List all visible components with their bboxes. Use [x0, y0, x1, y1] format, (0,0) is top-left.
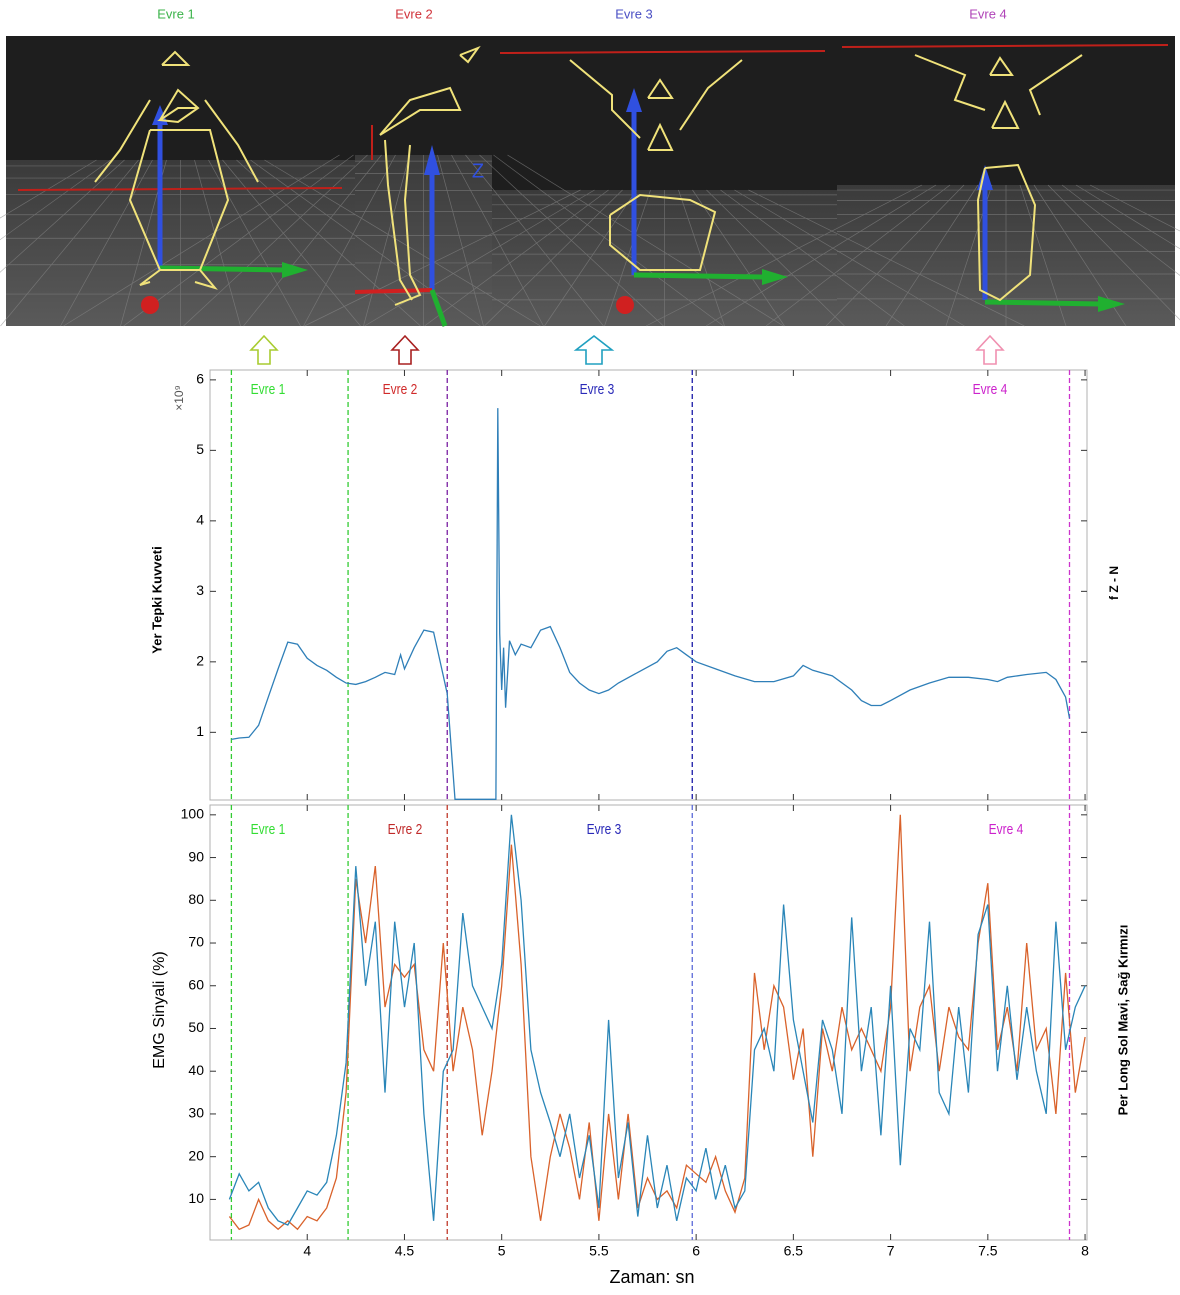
- y-tick-label: 60: [188, 976, 204, 992]
- x-tick-label: 6: [692, 1243, 700, 1259]
- y-tick-label: 4: [196, 512, 204, 528]
- y-tick-label: 6: [196, 371, 204, 387]
- arrow: [576, 336, 612, 364]
- y-tick-label: 90: [188, 848, 204, 864]
- phase-label: Evre 2: [383, 381, 418, 398]
- y-axis-label: Yer Tepki Kuvveti: [149, 546, 164, 653]
- arrow: [251, 336, 277, 364]
- x-tick-label: 5.5: [589, 1243, 609, 1259]
- phase-image-label: Evre 4: [969, 6, 1007, 21]
- y-tick-label: 3: [196, 582, 204, 598]
- y-tick-label: 30: [188, 1105, 204, 1121]
- phase-label: Evre 4: [989, 821, 1024, 838]
- arrow: [392, 336, 418, 364]
- right-axis-label: f Z - N: [1107, 566, 1121, 600]
- phase-label: Evre 4: [973, 381, 1008, 398]
- y-tick-label: 80: [188, 891, 204, 907]
- y-tick-label: 2: [196, 653, 204, 669]
- x-tick-label: 7: [887, 1243, 895, 1259]
- y-axis-label: EMG Sinyali (%): [151, 951, 168, 1068]
- y-tick-label: 20: [188, 1147, 204, 1163]
- y-tick-label: 10: [188, 1190, 204, 1206]
- x-tick-label: 4.5: [395, 1243, 415, 1259]
- phase-images: Z: [0, 36, 1180, 326]
- y-tick-label: 40: [188, 1062, 204, 1078]
- x-tick-label: 4: [303, 1243, 311, 1259]
- x-tick-label: 8: [1081, 1243, 1089, 1259]
- data-line: [229, 815, 1085, 1225]
- phase-image-label: Evre 2: [395, 6, 433, 21]
- phase-label: Evre 3: [587, 821, 622, 838]
- charts: 1 2 3 4 5 6 Evre 1 Evre 2 Evre 3 Evre 4 Yer Tepki …: [149, 370, 1130, 1287]
- x-tick-label: 6.5: [784, 1243, 804, 1259]
- y-tick-label: 50: [188, 1019, 204, 1035]
- x-tick-label: 7.5: [978, 1243, 998, 1259]
- y-tick-label: 5: [196, 441, 204, 457]
- phase-label: Evre 1: [251, 381, 286, 398]
- plot-frame: [210, 370, 1087, 800]
- phase-label: Evre 2: [388, 821, 423, 838]
- phase-image-label: Evre 3: [615, 6, 653, 21]
- right-axis-label: Per Long Sol Mavi, Sağ Kırmızı: [1115, 925, 1130, 1116]
- arrow: [977, 336, 1003, 364]
- plot-frame: [210, 805, 1087, 1240]
- phase-image-label: Evre 1: [157, 6, 195, 21]
- figure: Z 1 2 3 4 5 6 Evre 1 Evre 2 Evre 3 Evre 4 Yer Tepk…: [0, 0, 1180, 1295]
- data-line: [231, 408, 1069, 799]
- phase-label: Evre 1: [251, 821, 286, 838]
- y-tick-label: 1: [196, 723, 204, 739]
- axis-letter: Z: [472, 160, 484, 182]
- phase-arrows: [251, 336, 1003, 364]
- x-tick-label: 5: [498, 1243, 506, 1259]
- y-tick-label: 70: [188, 934, 204, 950]
- y-multiplier: ×10⁹: [172, 385, 186, 411]
- x-axis-label: Zaman: sn: [609, 1267, 694, 1287]
- y-tick-label: 100: [181, 806, 205, 822]
- phase-label: Evre 3: [580, 381, 615, 398]
